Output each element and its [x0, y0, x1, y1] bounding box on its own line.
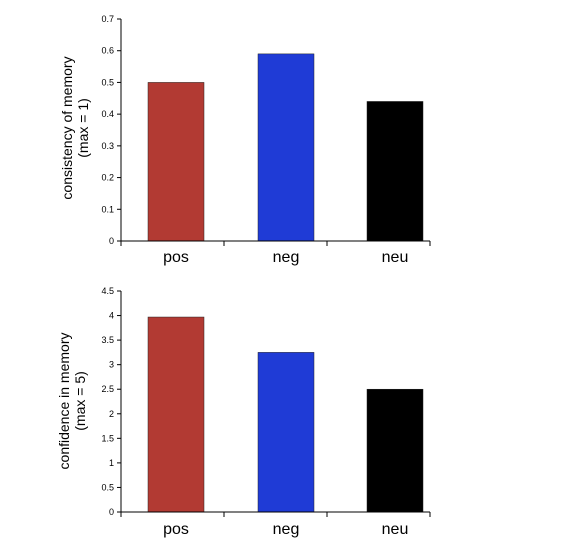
confidence-chart: 0 0.5 1 1.5 2 2.5 3 3.5 4 4.5 pos neg neu confidence … — [56, 286, 431, 538]
bar-neg — [257, 53, 315, 242]
y-tick-label: 0.5 — [101, 77, 114, 87]
y-tick-label: 4.5 — [101, 286, 114, 296]
consistency-chart: 0 0.1 0.2 0.3 0.4 0.5 0.6 0.7 pos neg neu consisten… — [59, 14, 431, 266]
x-tick-label-pos: pos — [163, 249, 189, 266]
x-tick-label-pos: pos — [163, 521, 189, 538]
bar-neu — [366, 101, 424, 242]
y-tick-label: 0.3 — [101, 141, 114, 151]
y-tick-label: 0.7 — [101, 14, 114, 24]
y-tick-label: 0.5 — [101, 482, 114, 492]
x-tick-label-neg: neg — [273, 249, 300, 266]
y-tick-label: 0.2 — [101, 173, 114, 183]
bar-pos — [147, 82, 205, 242]
y-tick-label: 0.1 — [101, 204, 114, 214]
y-tick-label: 0 — [109, 507, 114, 517]
y-tick-label: 1.5 — [101, 433, 114, 443]
y-tick-label: 1 — [109, 458, 114, 468]
bar-neu — [366, 388, 424, 513]
bar-neg — [257, 352, 315, 513]
y-axis-label: confidence in memory(max = 5) — [56, 333, 88, 470]
y-tick-label: 2.5 — [101, 384, 114, 394]
y-tick-label: 0.6 — [101, 46, 114, 56]
x-tick-label-neu: neu — [382, 249, 409, 266]
y-tick-label: 3 — [109, 360, 114, 370]
y-tick-label: 4 — [109, 311, 114, 321]
y-axis-label: consistency of memory(max = 1) — [59, 56, 91, 199]
y-axis-label-line: (max = 5) — [72, 371, 88, 431]
x-tick-label-neg: neg — [273, 521, 300, 538]
y-axis-label-line: (max = 1) — [75, 98, 91, 158]
y-tick-label: 0.4 — [101, 109, 114, 119]
x-tick-label-neu: neu — [382, 521, 409, 538]
y-tick-label: 3.5 — [101, 335, 114, 345]
y-tick-label: 2 — [109, 409, 114, 419]
bar-pos — [147, 316, 205, 513]
y-tick-label: 0 — [109, 236, 114, 246]
y-axis-label-line: consistency of memory — [59, 56, 75, 199]
y-axis-label-line: confidence in memory — [56, 333, 72, 470]
